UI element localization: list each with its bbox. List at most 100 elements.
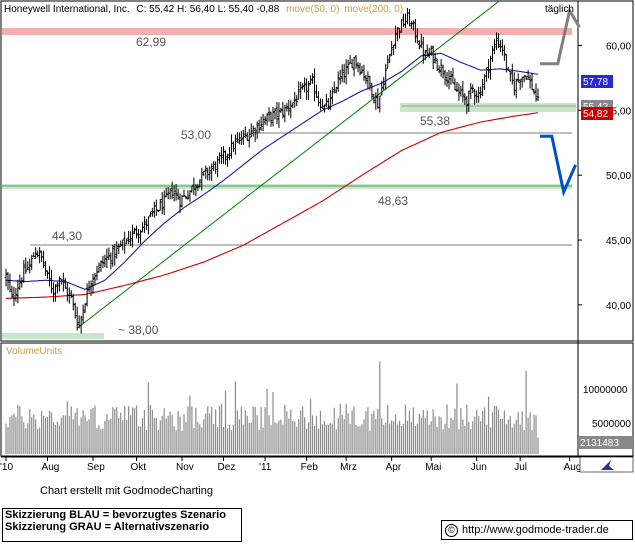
- price-bar: [44, 261, 47, 277]
- price-bar: [402, 13, 405, 27]
- price-bar: [129, 231, 132, 247]
- price-bar: [524, 75, 528, 81]
- period-label: täglich: [545, 4, 574, 15]
- volume-last-value: 2131483: [580, 438, 619, 449]
- x-tick-label: Aug: [564, 462, 582, 473]
- price-bar: [295, 95, 299, 107]
- price-bar: [71, 293, 75, 311]
- volume-axis-label-2: 5000000: [592, 419, 631, 430]
- price-bar: [101, 255, 105, 269]
- price-bar: [396, 27, 399, 42]
- price-bar: [439, 59, 443, 77]
- price-bar: [139, 229, 142, 245]
- price-bar: [414, 19, 417, 43]
- price-bar: [336, 71, 340, 92]
- price-bar: [261, 113, 265, 131]
- price-bar: [398, 27, 401, 39]
- price-bar: [388, 53, 391, 63]
- price-bar: [158, 198, 162, 211]
- price-bar: [182, 189, 186, 197]
- price-bar: [441, 64, 445, 79]
- price-bar: [378, 95, 382, 113]
- price-bar: [447, 69, 451, 90]
- price-bar: [81, 304, 85, 324]
- price-bar: [364, 74, 368, 85]
- support-zone-5538: [400, 103, 576, 112]
- price-panel: [0, 0, 634, 342]
- price-bar: [323, 104, 326, 113]
- price-bar: [75, 306, 79, 331]
- price-bar: [321, 98, 324, 110]
- price-bar: [394, 25, 397, 49]
- price-bar: [198, 179, 202, 188]
- level-label-5538: 55,38: [420, 114, 450, 128]
- y-tick-label: 60,00: [606, 42, 631, 53]
- price-bar: [10, 285, 14, 299]
- copyright-icon: ©: [445, 523, 458, 537]
- scenario-sketches: [540, 6, 581, 197]
- source-url[interactable]: http://www.godmode-trader.de: [462, 524, 609, 536]
- ohlc-readout: C: 55,42 H: 56,40 L: 55,40 -0,88: [136, 4, 279, 15]
- price-bar: [263, 116, 267, 125]
- url-box[interactable]: © http://www.godmode-trader.de: [441, 520, 633, 540]
- price-bar: [469, 83, 473, 100]
- price-bar: [210, 163, 213, 182]
- scenario-grey: [540, 6, 581, 66]
- price-bar: [247, 129, 251, 148]
- x-tick-label: Dez: [218, 462, 236, 473]
- price-bar: [253, 127, 257, 142]
- zoom-arrow-icon[interactable]: [601, 460, 614, 470]
- price-bar: [329, 90, 332, 111]
- price-bar: [109, 252, 113, 270]
- price-bar: [38, 247, 41, 264]
- price-bar: [234, 134, 237, 155]
- price-bar: [87, 280, 91, 293]
- price-bar: [386, 55, 389, 69]
- price-bar: [168, 188, 172, 200]
- price-bar: [97, 262, 101, 273]
- price-bar: [520, 76, 524, 88]
- price-bar: [30, 254, 34, 270]
- price-bar: [334, 86, 338, 94]
- price-bar: [471, 84, 475, 94]
- price-bar: [200, 167, 204, 191]
- level-label-4430: 44,30: [52, 229, 82, 243]
- price-bar: [327, 98, 330, 110]
- price-bar: [331, 87, 334, 105]
- price-bar: [509, 70, 512, 82]
- chart-title: Honeywell International, Inc.: [4, 4, 130, 15]
- price-bar: [352, 56, 356, 77]
- chart-title-line: Honeywell International, Inc. C: 55,42 H…: [4, 4, 403, 15]
- price-bar: [127, 230, 130, 245]
- price-bar: [255, 121, 259, 139]
- price-bars: [4, 8, 540, 334]
- price-bar: [416, 28, 419, 44]
- price-bar: [285, 102, 289, 112]
- ma50-tag: 57,78: [583, 77, 608, 88]
- price-bar: [311, 73, 314, 84]
- price-bar: [56, 281, 59, 294]
- price-bar: [455, 81, 459, 93]
- price-bar: [121, 239, 124, 251]
- price-bar: [42, 250, 45, 268]
- price-bar: [160, 192, 164, 215]
- price-bar: [493, 39, 496, 55]
- price-bar: [301, 83, 304, 90]
- price-bar: [238, 132, 241, 145]
- x-tick-label: Jul: [514, 462, 527, 473]
- ma200-tag: 54,82: [583, 109, 608, 120]
- price-bar: [293, 91, 297, 108]
- price-bar: [408, 9, 411, 27]
- y-tick-label: 55,00: [606, 106, 631, 117]
- price-bar: [190, 185, 194, 193]
- price-bar: [184, 195, 188, 200]
- price-bar: [344, 59, 348, 85]
- price-bar: [503, 45, 506, 61]
- scenario-blue: [540, 134, 577, 197]
- price-bar: [48, 266, 51, 287]
- price-bar: [425, 44, 429, 57]
- ma50-legend: move(50, 0): [286, 4, 339, 15]
- price-bar: [473, 89, 477, 105]
- chart-credit: Chart erstellt mit GodmodeCharting: [40, 485, 214, 497]
